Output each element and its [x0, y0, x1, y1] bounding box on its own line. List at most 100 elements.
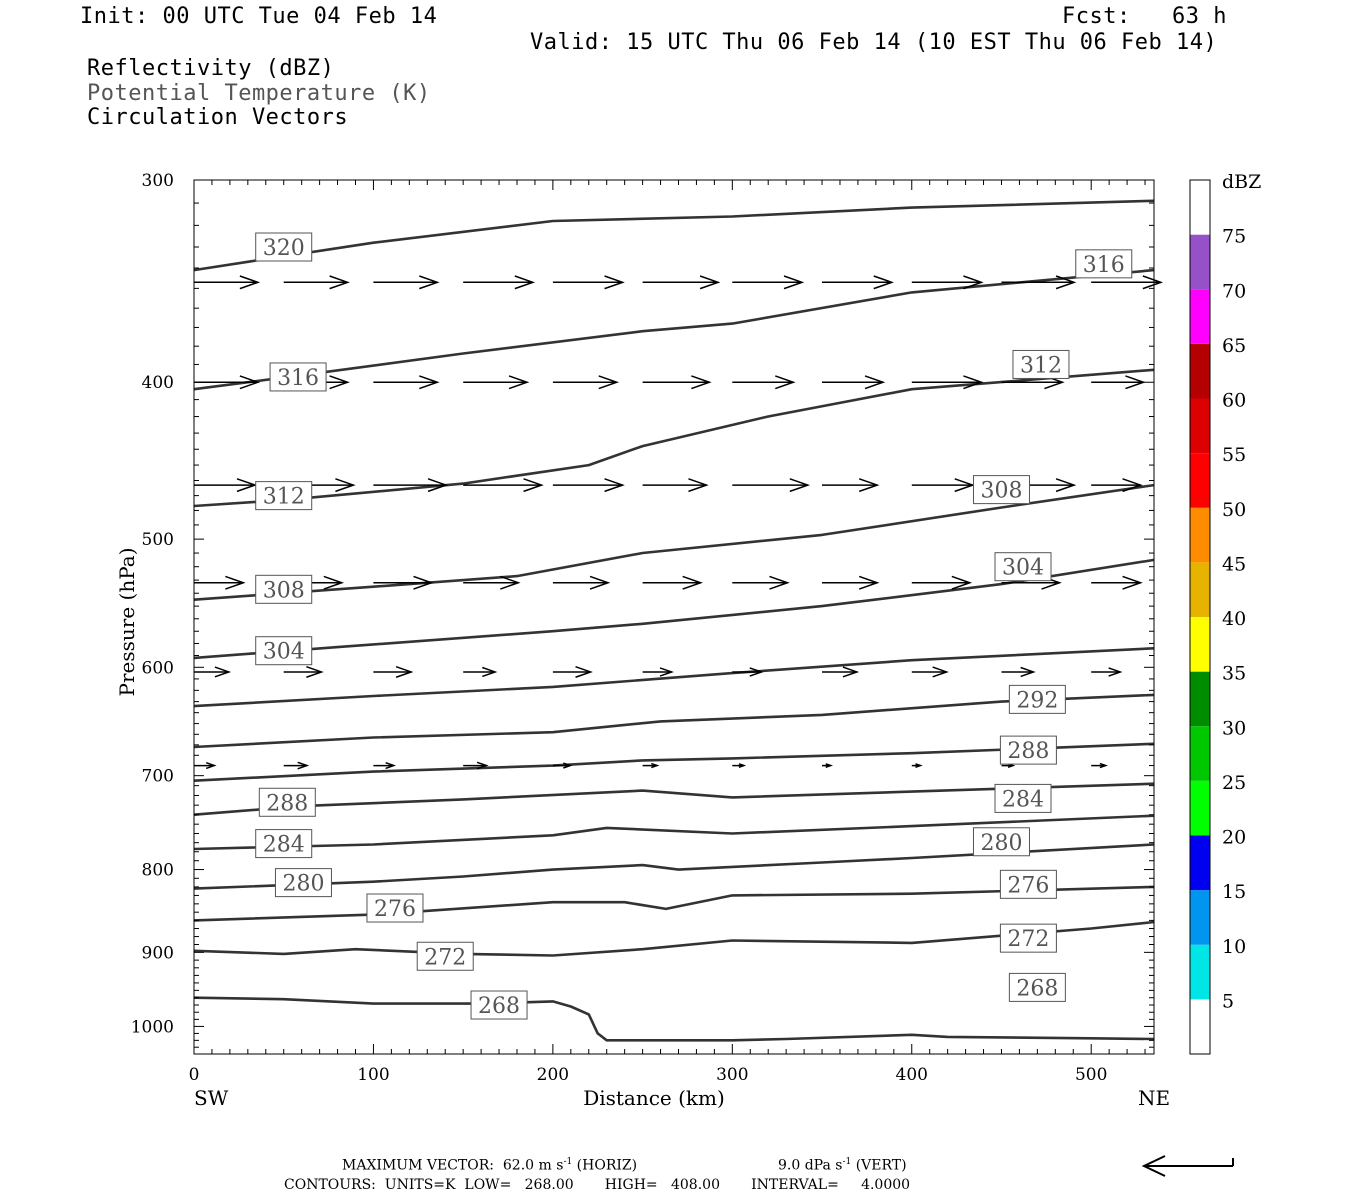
contour-label-text: 272	[1007, 927, 1049, 952]
colorbar-level-label: 15	[1222, 881, 1246, 903]
vector-arrow	[642, 478, 709, 493]
vector-arrow	[642, 762, 660, 769]
vector-arrow	[732, 575, 790, 590]
contour-label-text: 316	[1083, 253, 1125, 278]
vector-head	[335, 478, 356, 493]
vector-arrow	[283, 761, 310, 770]
vector-head	[1122, 575, 1143, 590]
vector-arrow	[911, 763, 923, 769]
colorbar-level-label: 75	[1222, 226, 1246, 248]
colorbar-level-label: 25	[1222, 772, 1246, 794]
vector-head	[482, 666, 498, 678]
vector-head	[205, 762, 217, 770]
contour-label: 288	[258, 787, 316, 817]
vector-head	[699, 275, 721, 290]
vector-head	[239, 275, 261, 290]
vector-arrow	[463, 666, 498, 678]
vector-head	[1099, 762, 1108, 769]
vector-arrow	[463, 761, 489, 770]
contour-label-box	[255, 829, 313, 859]
vector-head	[563, 762, 573, 769]
vector-head	[858, 575, 880, 590]
vector-head	[873, 275, 894, 290]
vector-head	[954, 478, 975, 493]
vector-arrow	[1091, 275, 1164, 290]
contour-label-box	[255, 481, 313, 511]
vector-arrow	[642, 375, 712, 390]
colorbar-segment	[1190, 562, 1210, 617]
vector-arrow	[822, 375, 886, 390]
x-end-label-sw: SW	[194, 1086, 229, 1110]
reference-vector-icon	[1141, 1155, 1234, 1177]
colorbar-level-label: 55	[1222, 444, 1246, 466]
vector-arrow	[732, 478, 811, 493]
contour-label-box	[416, 941, 474, 971]
contour-label: 272	[999, 923, 1057, 953]
x-tick-label: 0	[189, 1065, 200, 1085]
colorbar-segment	[1190, 343, 1210, 399]
vector-arrow	[732, 275, 805, 290]
contour-label-text: 292	[1016, 688, 1058, 713]
max-vert: 9.0 dPa s-1 (VERT)	[778, 1157, 907, 1174]
x-tick-label: 400	[896, 1065, 928, 1085]
contour-label: 292	[1008, 684, 1066, 714]
field-reflectivity: Reflectivity (dBZ)	[87, 56, 335, 81]
colorbar-segment	[1190, 507, 1210, 563]
contour-label-text: 280	[282, 872, 324, 897]
contour-label-text: 312	[263, 485, 305, 510]
contour-label-text: 312	[1020, 353, 1062, 378]
vector-arrow	[911, 275, 984, 290]
contour-label-text: 288	[1007, 739, 1049, 764]
vector-arrow	[1091, 478, 1143, 493]
vector-head	[476, 761, 489, 770]
isentrope-316	[193, 268, 1155, 391]
contour-label: 312	[1012, 349, 1070, 379]
y-tick-label: 400	[142, 373, 174, 393]
contour-label-text: 304	[263, 640, 305, 665]
forecast-hour: Fcst: 63 h	[1062, 4, 1227, 29]
vector-arrow	[373, 665, 414, 678]
contour-label: 276	[999, 869, 1057, 899]
vector-arrow	[552, 375, 620, 390]
vector-arrow	[732, 375, 796, 390]
contour-info: CONTOURS: UNITS=K LOW= 268.00 HIGH= 408.…	[284, 1177, 911, 1193]
colorbar-segment	[1190, 944, 1210, 1000]
isentrope-300	[193, 647, 1155, 708]
isentrope-312	[193, 368, 1155, 508]
y-axis-label: Pressure (hPa)	[115, 548, 139, 697]
x-axis-label: Distance (km)	[583, 1086, 725, 1110]
y-tick-label: 900	[142, 943, 174, 963]
vector-arrow	[822, 478, 880, 493]
vector-arrow	[822, 666, 860, 678]
contour-label-box	[1012, 349, 1070, 379]
contour-label-box	[972, 475, 1030, 505]
vector-head	[659, 667, 674, 677]
contour-label-box	[999, 735, 1057, 765]
vector-arrow	[194, 275, 261, 290]
colorbar-level-label: 50	[1222, 499, 1246, 521]
contour-label: 272	[416, 941, 474, 971]
contour-label-box	[994, 783, 1052, 813]
vector-head	[749, 667, 764, 677]
y-tick-label: 700	[142, 767, 174, 787]
contour-label: 268	[1008, 972, 1066, 1002]
contour-label-text: 268	[1016, 976, 1058, 1001]
vector-head	[769, 575, 790, 590]
colorbar-level-label: 30	[1222, 717, 1246, 739]
contour-label: 320	[255, 232, 313, 262]
contour-label: 268	[470, 990, 528, 1020]
vector-head	[413, 575, 434, 590]
colorbar-segment	[1190, 726, 1210, 781]
contour-label-text: 284	[263, 833, 305, 858]
vector-arrow	[911, 575, 973, 590]
contour-label-text: 316	[277, 366, 319, 391]
vector-head	[575, 665, 593, 678]
init-time: Init: 00 UTC Tue 04 Feb 14	[80, 4, 438, 29]
max-vector: MAXIMUM VECTOR: 62.0 m s-1 (HORIZ)	[342, 1157, 637, 1174]
vector-head	[1055, 478, 1077, 493]
vector-arrow	[1091, 667, 1123, 677]
vector-arrow	[283, 665, 324, 678]
colorbar-level-label: 45	[1222, 553, 1246, 575]
isentrope-268	[193, 996, 1155, 1042]
vector-head	[789, 478, 811, 493]
